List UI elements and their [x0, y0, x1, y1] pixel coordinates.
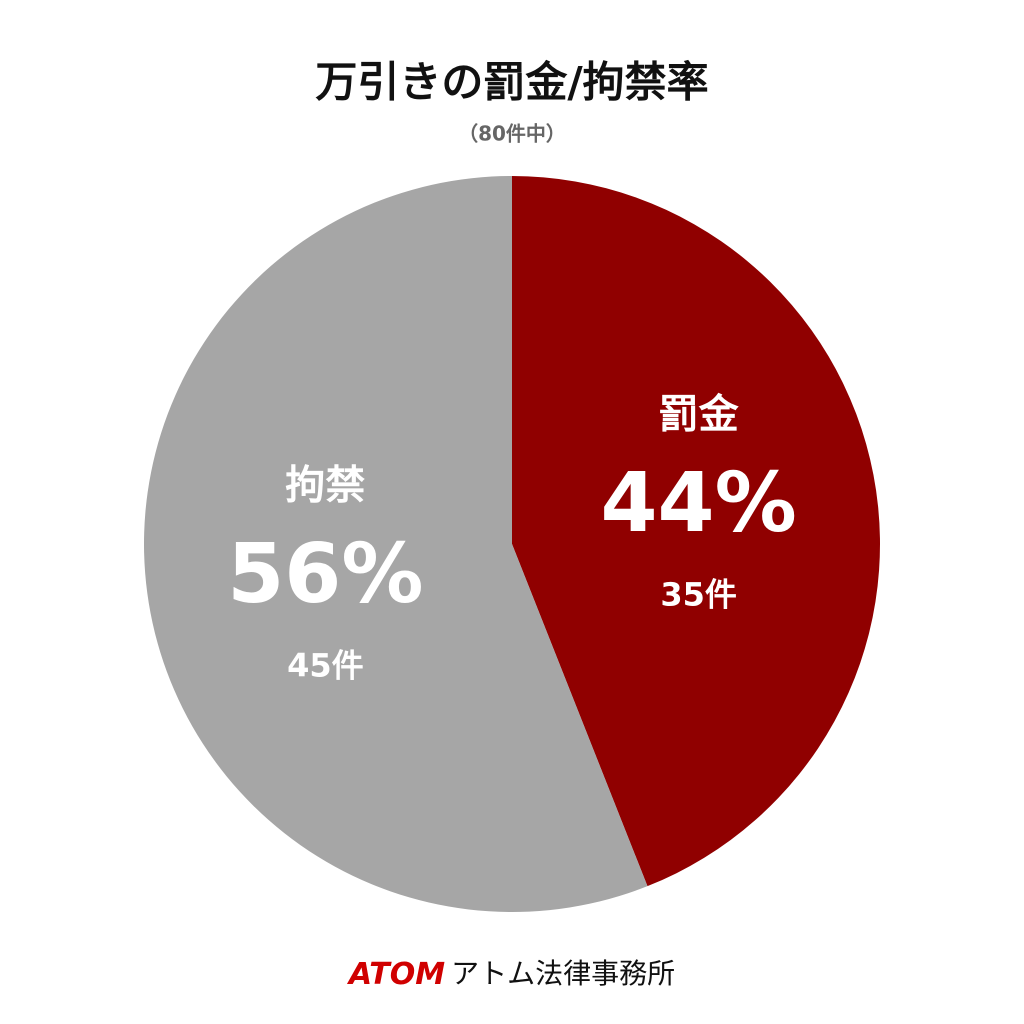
pie-slice [144, 176, 648, 912]
value-label: 44% [600, 456, 796, 551]
chart-title: 万引きの罰金/拘禁率 [315, 58, 708, 107]
footer-brand: ATOM [347, 957, 445, 992]
count-label: 45件 [287, 647, 364, 685]
count-label: 35件 [660, 575, 737, 613]
footer: ATOM アトム法律事務所 [347, 957, 675, 992]
category-label: 拘禁 [285, 463, 365, 509]
value-label: 56% [227, 527, 423, 622]
footer-name: アトム法律事務所 [451, 957, 675, 990]
chart-subtitle: （80件中） [458, 122, 566, 146]
category-label: 罰金 [659, 391, 740, 437]
pie-slice [512, 176, 881, 887]
labels: 罰金 44% 35件 拘禁 56% 45件 [227, 391, 797, 684]
pie [144, 176, 881, 912]
